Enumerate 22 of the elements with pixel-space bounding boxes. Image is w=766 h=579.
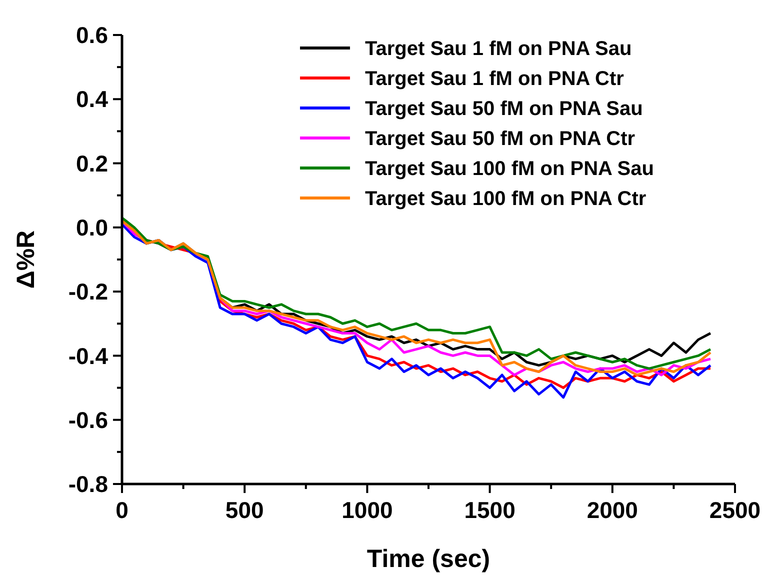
x-tick-label: 2000 <box>586 497 638 523</box>
x-tick-label: 1000 <box>342 497 393 523</box>
legend-label: Target Sau 100 fM on PNA Ctr <box>365 188 646 210</box>
legend-label: Target Sau 50 fM on PNA Sau <box>365 98 643 120</box>
legend-label: Target Sau 100 fM on PNA Sau <box>365 158 654 180</box>
y-tick-label: 0.4 <box>76 86 108 112</box>
legend-label: Target Sau 50 fM on PNA Ctr <box>365 128 636 150</box>
x-tick-label: 0 <box>116 497 128 523</box>
y-tick-label: -0.2 <box>68 278 108 305</box>
legend-label: Target Sau 1 fM on PNA Ctr <box>365 68 624 90</box>
y-tick-label: 0.6 <box>76 22 108 48</box>
y-tick-label: -0.6 <box>68 406 108 433</box>
x-axis-title: Time (sec) <box>366 545 490 573</box>
y-tick-label: 0.2 <box>76 150 108 176</box>
y-tick-label: -0.8 <box>68 471 108 498</box>
y-axis-title: Δ%R <box>12 230 40 289</box>
x-tick-label: 500 <box>225 497 264 523</box>
x-tick-label: 1500 <box>464 497 516 523</box>
y-tick-label: 0.0 <box>76 214 108 240</box>
y-tick-label: -0.4 <box>68 342 108 369</box>
legend-label: Target Sau 1 fM on PNA Sau <box>365 38 632 60</box>
x-tick-label: 2500 <box>709 497 761 523</box>
